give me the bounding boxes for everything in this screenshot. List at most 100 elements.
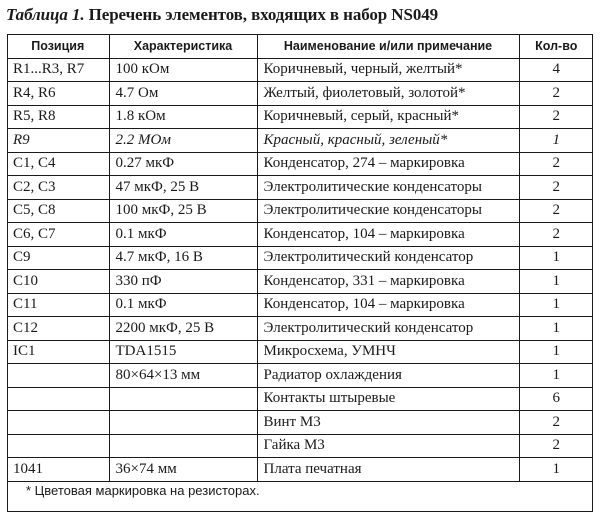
cell-quantity: 1 bbox=[518, 316, 593, 341]
cell-name-note: Коричневый, серый, красный* bbox=[256, 104, 520, 129]
table-row: C5, C8 100 мкФ, 25 В Электролитические кон… bbox=[7, 198, 593, 223]
cell-quantity: 1 bbox=[518, 363, 593, 388]
cell-name-note: Электролитический конденсатор bbox=[256, 245, 520, 270]
cell-position: R5, R8 bbox=[7, 104, 110, 129]
cell-characteristic: 0.27 мкФ bbox=[108, 151, 258, 176]
cell-position: C9 bbox=[7, 245, 110, 270]
cell-quantity: 1 bbox=[518, 128, 593, 153]
table-body: R1...R3, R7 100 кОм Коричневый, черный, же… bbox=[7, 57, 593, 482]
table-caption: Таблица 1. Перечень элементов, входящих … bbox=[6, 5, 438, 25]
table-row: 1041 36×74 мм Плата печатная 1 bbox=[7, 457, 593, 482]
cell-quantity: 1 bbox=[518, 339, 593, 364]
cell-position: C5, C8 bbox=[7, 198, 110, 223]
table-caption-number: Таблица 1. bbox=[6, 5, 85, 24]
table-row: R9 2.2 МОм Красный, красный, зеленый* 1 bbox=[7, 128, 593, 153]
cell-quantity: 1 bbox=[518, 269, 593, 294]
cell-position: 1041 bbox=[7, 457, 110, 482]
cell-name-note: Винт М3 bbox=[256, 410, 520, 435]
cell-position: R1...R3, R7 bbox=[7, 57, 110, 82]
cell-characteristic: 0.1 мкФ bbox=[108, 292, 258, 317]
cell-quantity: 2 bbox=[518, 151, 593, 176]
cell-position: C10 bbox=[7, 269, 110, 294]
cell-characteristic bbox=[108, 433, 258, 458]
cell-name-note: Электролитический конденсатор bbox=[256, 316, 520, 341]
cell-quantity: 6 bbox=[518, 386, 593, 411]
cell-characteristic: 2200 мкФ, 25 В bbox=[108, 316, 258, 341]
header-quantity: Кол-во bbox=[518, 34, 593, 59]
cell-position: C2, C3 bbox=[7, 175, 110, 200]
cell-characteristic: 36×74 мм bbox=[108, 457, 258, 482]
table-row: C2, C3 47 мкФ, 25 В Электролитические конд… bbox=[7, 175, 593, 200]
cell-name-note: Желтый, фиолетовый, золотой* bbox=[256, 81, 520, 106]
cell-quantity: 1 bbox=[518, 457, 593, 482]
table-row: C12 2200 мкФ, 25 В Электролитический конде… bbox=[7, 316, 593, 341]
cell-name-note: Коричневый, черный, желтый* bbox=[256, 57, 520, 82]
cell-name-note: Красный, красный, зеленый* bbox=[256, 128, 520, 153]
table-row: C6, C7 0.1 мкФ Конденсатор, 104 – маркиров… bbox=[7, 222, 593, 247]
cell-position bbox=[7, 363, 110, 388]
parts-table: Позиция Характеристика Наименование и/ил… bbox=[7, 34, 593, 482]
header-name-note: Наименование и/или примечание bbox=[256, 34, 520, 59]
cell-position bbox=[7, 433, 110, 458]
header-row: Позиция Характеристика Наименование и/ил… bbox=[7, 34, 593, 59]
table-row: Винт М3 2 bbox=[7, 410, 593, 435]
cell-characteristic: 47 мкФ, 25 В bbox=[108, 175, 258, 200]
table-row: 80×64×13 мм Радиатор охлаждения 1 bbox=[7, 363, 593, 388]
cell-name-note: Конденсатор, 274 – маркировка bbox=[256, 151, 520, 176]
table-row: IC1 TDA1515 Микросхема, УМНЧ 1 bbox=[7, 339, 593, 364]
cell-position bbox=[7, 386, 110, 411]
cell-quantity: 2 bbox=[518, 104, 593, 129]
table-row: R4, R6 4.7 Ом Желтый, фиолетовый, золотой*… bbox=[7, 81, 593, 106]
table-row: R1...R3, R7 100 кОм Коричневый, черный, же… bbox=[7, 57, 593, 82]
table-row: C1, C4 0.27 мкФ Конденсатор, 274 – маркиро… bbox=[7, 151, 593, 176]
cell-name-note: Электролитические конденсаторы bbox=[256, 175, 520, 200]
footnote: * Цветовая маркировка на резисторах. bbox=[26, 483, 260, 498]
cell-quantity: 4 bbox=[518, 57, 593, 82]
cell-name-note: Электролитические конденсаторы bbox=[256, 198, 520, 223]
table-row: Гайка М3 2 bbox=[7, 433, 593, 458]
cell-name-note: Микросхема, УМНЧ bbox=[256, 339, 520, 364]
cell-position: R9 bbox=[7, 128, 110, 153]
header-characteristic: Характеристика bbox=[108, 34, 258, 59]
cell-position: C1, C4 bbox=[7, 151, 110, 176]
cell-name-note: Конденсатор, 104 – маркировка bbox=[256, 292, 520, 317]
cell-name-note: Контакты штыревые bbox=[256, 386, 520, 411]
cell-characteristic bbox=[108, 410, 258, 435]
cell-quantity: 2 bbox=[518, 222, 593, 247]
cell-characteristic: 1.8 кОм bbox=[108, 104, 258, 129]
cell-position: C11 bbox=[7, 292, 110, 317]
cell-characteristic: TDA1515 bbox=[108, 339, 258, 364]
cell-quantity: 2 bbox=[518, 433, 593, 458]
cell-characteristic: 80×64×13 мм bbox=[108, 363, 258, 388]
cell-characteristic: 330 пФ bbox=[108, 269, 258, 294]
cell-position bbox=[7, 410, 110, 435]
cell-characteristic: 100 мкФ, 25 В bbox=[108, 198, 258, 223]
cell-quantity: 2 bbox=[518, 175, 593, 200]
cell-quantity: 1 bbox=[518, 245, 593, 270]
cell-characteristic: 4.7 Ом bbox=[108, 81, 258, 106]
table-row: Контакты штыревые 6 bbox=[7, 386, 593, 411]
cell-characteristic bbox=[108, 386, 258, 411]
cell-characteristic: 2.2 МОм bbox=[108, 128, 258, 153]
cell-position: C12 bbox=[7, 316, 110, 341]
cell-name-note: Конденсатор, 104 – маркировка bbox=[256, 222, 520, 247]
cell-name-note: Радиатор охлаждения bbox=[256, 363, 520, 388]
table-row: C11 0.1 мкФ Конденсатор, 104 – маркировка 1 bbox=[7, 292, 593, 317]
cell-quantity: 2 bbox=[518, 198, 593, 223]
table-row: C9 4.7 мкФ, 16 В Электролитический конденс… bbox=[7, 245, 593, 270]
cell-quantity: 2 bbox=[518, 410, 593, 435]
cell-name-note: Плата печатная bbox=[256, 457, 520, 482]
cell-quantity: 2 bbox=[518, 81, 593, 106]
cell-characteristic: 4.7 мкФ, 16 В bbox=[108, 245, 258, 270]
header-position: Позиция bbox=[7, 34, 110, 59]
table-row: C10 330 пФ Конденсатор, 331 – маркировка 1 bbox=[7, 269, 593, 294]
cell-quantity: 1 bbox=[518, 292, 593, 317]
table-row: R5, R8 1.8 кОм Коричневый, серый, красный*… bbox=[7, 104, 593, 129]
cell-position: C6, C7 bbox=[7, 222, 110, 247]
cell-name-note: Конденсатор, 331 – маркировка bbox=[256, 269, 520, 294]
cell-position: IC1 bbox=[7, 339, 110, 364]
cell-position: R4, R6 bbox=[7, 81, 110, 106]
cell-characteristic: 0.1 мкФ bbox=[108, 222, 258, 247]
table-caption-title: Перечень элементов, входящих в набор NS0… bbox=[88, 5, 439, 24]
cell-characteristic: 100 кОм bbox=[108, 57, 258, 82]
